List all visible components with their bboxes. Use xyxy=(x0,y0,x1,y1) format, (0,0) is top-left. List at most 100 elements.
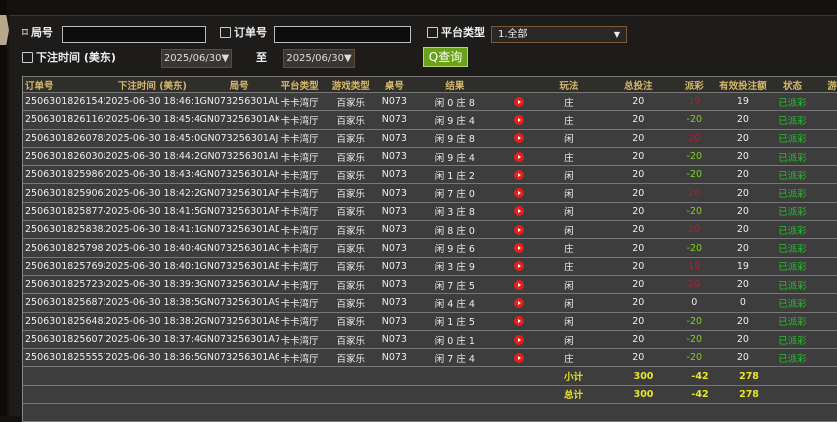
payout: 20 xyxy=(688,132,701,144)
subtotal-row: 小计 300 -42 278 xyxy=(23,367,837,386)
replay-cell xyxy=(502,316,537,327)
status: 已派彩 xyxy=(778,262,807,274)
platform-select[interactable]: 1.全部 ▼ xyxy=(491,26,627,43)
total-bet: 20 xyxy=(632,96,645,108)
result: 闲 4 庄 4 xyxy=(434,298,475,310)
play-video-icon[interactable] xyxy=(514,188,525,199)
play-video-icon[interactable] xyxy=(514,206,525,217)
platform: 卡卡湾厅 xyxy=(280,353,319,365)
order-input[interactable] xyxy=(274,26,411,43)
platform: 卡卡湾厅 xyxy=(280,152,319,164)
replay-cell xyxy=(502,334,537,345)
replay-cell xyxy=(502,243,537,254)
round-id: GN073256301AH xyxy=(199,169,279,181)
column-header: 下注时间 (美东) xyxy=(117,80,187,92)
bet-type: 闲 xyxy=(564,207,574,219)
table-no: N073 xyxy=(381,96,407,108)
table-row: 2506301825798122025-06-30 18:40:42GN0732… xyxy=(23,239,837,258)
table-row: 2506301826116902025-06-30 18:45:42GN0732… xyxy=(23,111,837,130)
column-header: 订单号 xyxy=(25,80,54,92)
valid-bet: 19 xyxy=(736,260,749,272)
valid-bet: 20 xyxy=(736,352,749,364)
payout: 20 xyxy=(688,224,701,236)
status: 已派彩 xyxy=(778,317,807,329)
replay-cell xyxy=(502,114,537,125)
payout: -20 xyxy=(686,205,703,217)
bet-type: 庄 xyxy=(564,115,574,127)
platform-label-text: 平台类型 xyxy=(441,26,485,39)
result: 闲 3 庄 9 xyxy=(434,262,475,274)
date-from-picker[interactable]: 2025/06/30▼ xyxy=(161,49,232,68)
payout: -20 xyxy=(686,334,703,345)
round-id: GN073256301A7 xyxy=(199,334,279,345)
status: 已派彩 xyxy=(778,298,807,310)
column-header: 有效投注额 xyxy=(719,80,767,92)
result: 闲 9 庄 4 xyxy=(434,152,475,164)
list-icon xyxy=(427,26,438,38)
bet-time: 2025-06-30 18:36:55 xyxy=(105,352,200,364)
total-bet: 20 xyxy=(632,334,645,345)
valid-bet: 20 xyxy=(736,224,749,236)
left-strip xyxy=(0,0,7,416)
order-id: 250630182564823 xyxy=(25,315,105,327)
replay-cell xyxy=(502,297,537,308)
replay-cell xyxy=(502,224,537,235)
play-video-icon[interactable] xyxy=(514,243,525,254)
replay-cell xyxy=(502,279,537,290)
replay-cell xyxy=(502,96,537,107)
bet-time: 2025-06-30 18:38:22 xyxy=(105,315,200,327)
play-video-icon[interactable] xyxy=(514,169,525,180)
platform: 卡卡湾厅 xyxy=(280,97,319,109)
status: 已派彩 xyxy=(778,244,807,256)
query-button[interactable]: Q查询 xyxy=(423,47,468,67)
total-bet: 20 xyxy=(632,114,645,126)
total-bet: 20 xyxy=(632,132,645,144)
platform: 卡卡湾厅 xyxy=(280,225,319,237)
play-video-icon[interactable] xyxy=(514,334,525,345)
total-bet: 20 xyxy=(632,352,645,364)
status: 已派彩 xyxy=(778,170,807,182)
game-type: 百家乐 xyxy=(336,335,365,347)
total-payout: -42 xyxy=(691,388,709,400)
game-type: 百家乐 xyxy=(336,207,365,219)
platform: 卡卡湾厅 xyxy=(280,134,319,146)
replay-cell xyxy=(502,133,537,144)
payout: 20 xyxy=(688,187,701,199)
column-header: 游戏类型 xyxy=(331,80,370,92)
tag-icon: ⌑ xyxy=(22,25,28,39)
round-id: GN073256301AA xyxy=(199,279,279,291)
sidebar-collapse-tab[interactable] xyxy=(0,15,9,45)
game-type: 百家乐 xyxy=(336,244,365,256)
replay-cell xyxy=(502,352,537,363)
play-video-icon[interactable] xyxy=(514,352,525,363)
round-label: ⌑ 局号 xyxy=(22,24,53,40)
play-video-icon[interactable] xyxy=(514,151,525,162)
play-video-icon[interactable] xyxy=(514,114,525,125)
payout: -20 xyxy=(686,169,703,181)
table-row: 2506301826078552025-06-30 18:45:06GN0732… xyxy=(23,129,837,148)
platform: 卡卡湾厅 xyxy=(280,170,319,182)
play-video-icon[interactable] xyxy=(514,279,525,290)
column-header: 结果 xyxy=(445,80,465,92)
play-video-icon[interactable] xyxy=(514,96,525,107)
play-video-icon[interactable] xyxy=(514,297,525,308)
total-valid-bet: 278 xyxy=(739,388,759,400)
table-row: 2506301825723622025-06-30 18:39:31GN0732… xyxy=(23,275,837,295)
bet-time: 2025-06-30 18:38:58 xyxy=(105,297,200,309)
round-id: GN073256301AD xyxy=(199,224,279,236)
game-type: 百家乐 xyxy=(336,298,365,310)
total-total-bet: 300 xyxy=(633,388,654,400)
table-row: 2506301825555702025-06-30 18:36:55GN0732… xyxy=(23,349,837,368)
date-to-picker[interactable]: 2025/06/30▼ xyxy=(283,49,355,68)
play-video-icon[interactable] xyxy=(514,316,525,327)
platform: 卡卡湾厅 xyxy=(280,280,319,292)
order-id: 250630182598698 xyxy=(25,169,105,181)
round-input[interactable] xyxy=(62,26,206,43)
play-video-icon[interactable] xyxy=(514,133,525,144)
column-header: 局号 xyxy=(229,80,249,92)
status: 已派彩 xyxy=(778,115,807,127)
table-no: N073 xyxy=(381,132,407,144)
play-video-icon[interactable] xyxy=(514,261,525,272)
play-video-icon[interactable] xyxy=(514,224,525,235)
result: 闲 9 庄 6 xyxy=(434,244,475,256)
